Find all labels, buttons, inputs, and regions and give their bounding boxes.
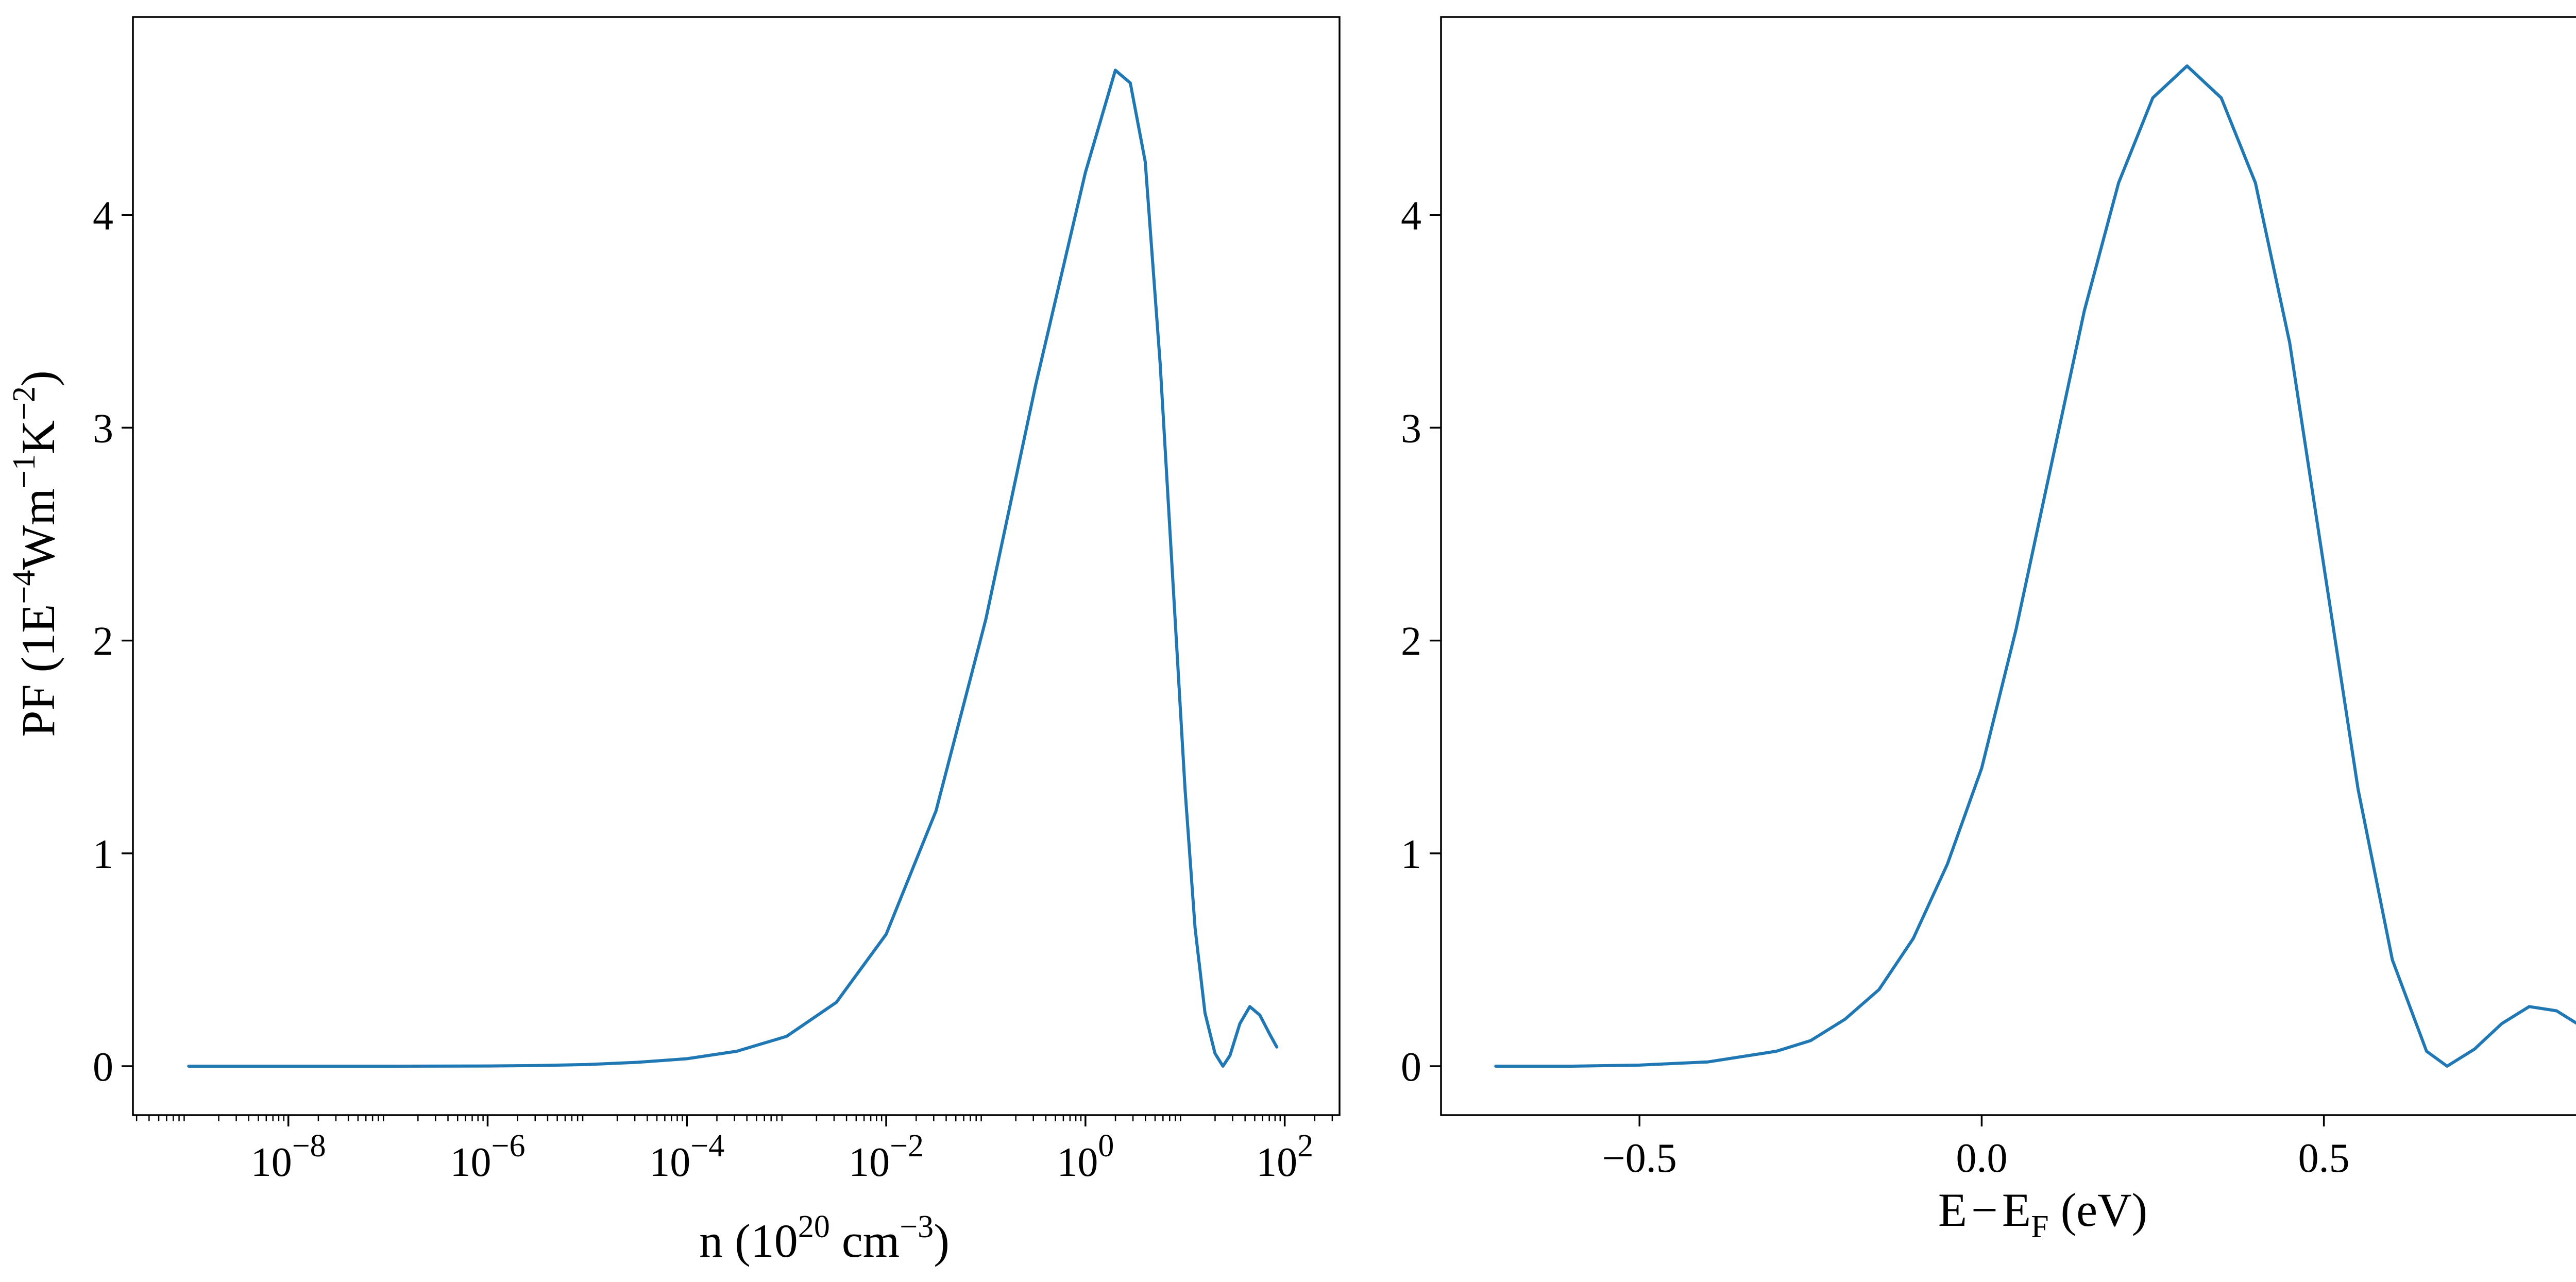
left-axes-frame (132, 16, 1341, 1116)
left-x-axis-label: n (1020 cm−3) (699, 1209, 950, 1267)
left-y-axis-label: PF (1E−4Wm−1K−2) (7, 370, 64, 737)
left-y-tick-label: 2 (93, 619, 113, 664)
left-y-tick-label: 1 (93, 832, 113, 877)
right-x-tick-label: −0.5 (1602, 1136, 1677, 1181)
right-y-tick-label: 2 (1401, 619, 1421, 664)
left-x-tick-label: 102 (1256, 1129, 1313, 1185)
left-x-tick-label: 10−4 (649, 1129, 724, 1185)
right-y-tick-label: 0 (1401, 1045, 1421, 1090)
right-x-axis-label: E−EF (eV) (1938, 1184, 2147, 1244)
left-y-tick-label: 0 (93, 1045, 113, 1090)
left-series-line-0 (187, 69, 1279, 1068)
left-chart-panel: 10−8 10−6 10−4 10−2 100 102 0 1 2 3 4 n (1020 cm−… (7, 16, 1341, 1267)
left-x-tick-label: 10−6 (450, 1129, 525, 1185)
right-y-tick-label: 3 (1401, 406, 1421, 451)
left-y-tick-label: 4 (93, 193, 113, 238)
right-chart-panel: −0.5 0.0 0.5 0 1 2 3 4 E−EF (eV) (1401, 16, 2576, 1244)
left-x-tick-label: 10−2 (849, 1129, 924, 1185)
right-y-tick-label: 4 (1401, 193, 1421, 238)
right-x-tick-label: 0.0 (1956, 1136, 2007, 1181)
right-axes-frame (1440, 16, 2576, 1116)
left-x-tick-label: 100 (1057, 1129, 1114, 1185)
left-x-tick-label: 10−8 (251, 1129, 326, 1185)
right-plot-area (1440, 16, 2576, 1116)
right-x-ticks: −0.5 0.0 0.5 (1602, 1115, 2350, 1181)
left-plot-area (132, 16, 1341, 1116)
right-x-tick-label: 0.5 (2298, 1136, 2350, 1181)
left-y-ticks: 0 1 2 3 4 (93, 193, 133, 1090)
right-y-tick-label: 1 (1401, 832, 1421, 877)
right-series-line-0 (1494, 64, 2576, 1068)
right-y-ticks: 0 1 2 3 4 (1401, 193, 1441, 1090)
left-y-tick-label: 3 (93, 406, 113, 451)
left-x-ticks: 10−8 10−6 10−4 10−2 100 102 (135, 1115, 1333, 1185)
